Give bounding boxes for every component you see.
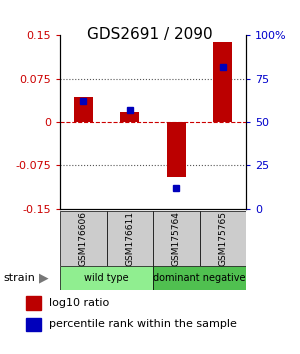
Bar [200, 211, 246, 266]
Text: log10 ratio: log10 ratio [49, 298, 110, 308]
Text: dominant negative: dominant negative [153, 273, 246, 283]
Bar [153, 211, 200, 266]
Text: GSM175765: GSM175765 [218, 211, 227, 266]
Text: percentile rank within the sample: percentile rank within the sample [49, 319, 237, 329]
Bar [106, 211, 153, 266]
Bar [26, 296, 41, 310]
Text: GSM175764: GSM175764 [172, 211, 181, 266]
Text: GDS2691 / 2090: GDS2691 / 2090 [87, 27, 213, 41]
Text: strain: strain [3, 273, 35, 283]
Bar [60, 266, 153, 290]
Bar [121, 112, 139, 122]
Bar [74, 97, 93, 122]
Bar [60, 211, 106, 266]
Text: ▶: ▶ [39, 272, 48, 284]
Text: GSM176611: GSM176611 [125, 211, 134, 266]
Text: wild type: wild type [84, 273, 129, 283]
Bar [167, 122, 185, 177]
Text: GSM176606: GSM176606 [79, 211, 88, 266]
Bar [153, 266, 246, 290]
Bar [214, 42, 232, 122]
Bar [26, 318, 41, 331]
